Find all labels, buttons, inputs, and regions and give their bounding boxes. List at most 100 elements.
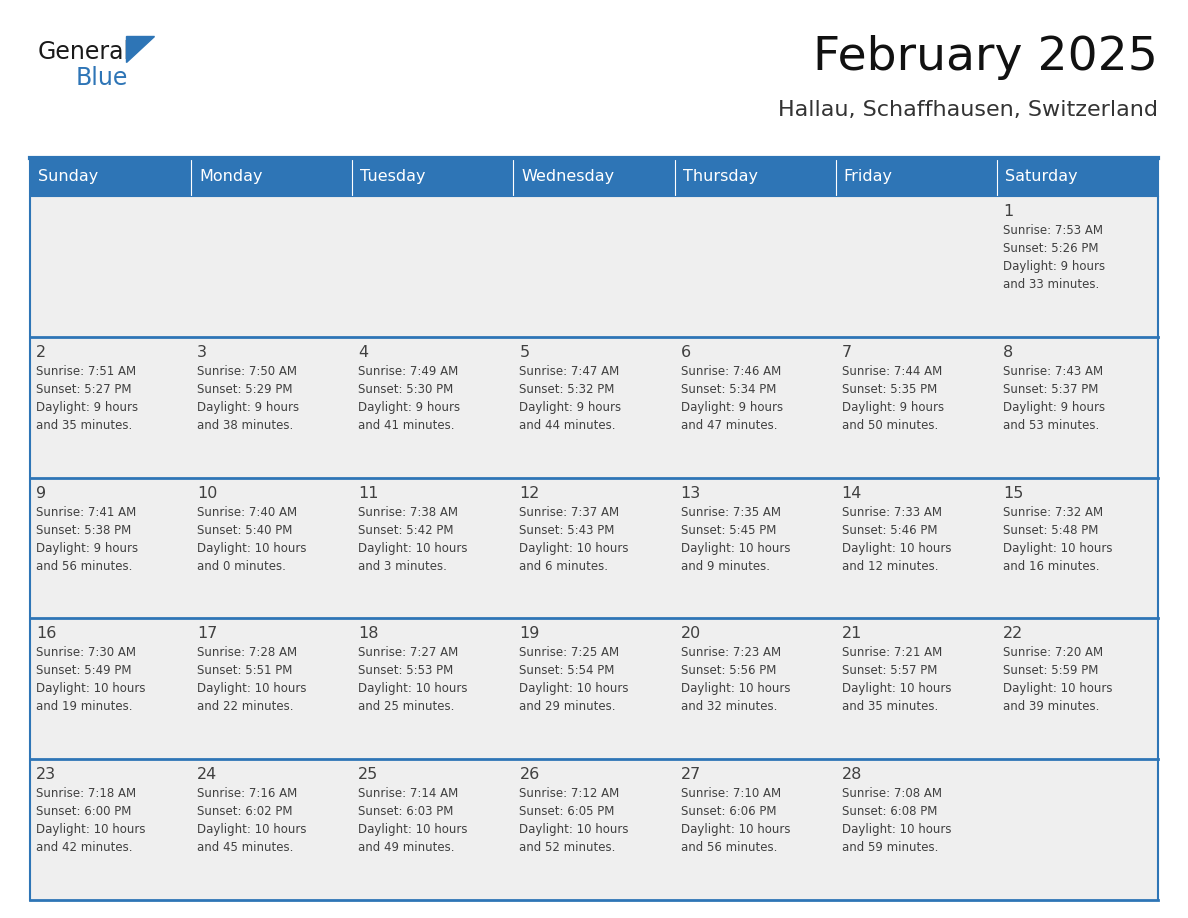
Text: Daylight: 10 hours: Daylight: 10 hours (519, 682, 628, 696)
Text: Sunrise: 7:47 AM: Sunrise: 7:47 AM (519, 364, 620, 378)
Text: 13: 13 (681, 486, 701, 500)
Text: Daylight: 10 hours: Daylight: 10 hours (36, 682, 145, 696)
Text: Daylight: 10 hours: Daylight: 10 hours (681, 542, 790, 554)
Text: Sunrise: 7:14 AM: Sunrise: 7:14 AM (359, 788, 459, 800)
Text: General: General (38, 40, 131, 64)
Text: and 50 minutes.: and 50 minutes. (842, 419, 939, 431)
Text: 22: 22 (1003, 626, 1023, 642)
Text: Monday: Monday (200, 170, 263, 185)
Text: 20: 20 (681, 626, 701, 642)
Text: and 44 minutes.: and 44 minutes. (519, 419, 615, 431)
Text: and 56 minutes.: and 56 minutes. (681, 841, 777, 855)
Bar (513, 158, 675, 196)
Text: 19: 19 (519, 626, 539, 642)
Text: Sunset: 5:51 PM: Sunset: 5:51 PM (197, 665, 292, 677)
Text: Sunset: 6:08 PM: Sunset: 6:08 PM (842, 805, 937, 818)
Text: 23: 23 (36, 767, 56, 782)
Text: Sunset: 5:30 PM: Sunset: 5:30 PM (359, 383, 454, 396)
Text: Daylight: 10 hours: Daylight: 10 hours (1003, 682, 1112, 696)
Text: Daylight: 9 hours: Daylight: 9 hours (681, 401, 783, 414)
Text: Sunrise: 7:28 AM: Sunrise: 7:28 AM (197, 646, 297, 659)
Text: Sunrise: 7:41 AM: Sunrise: 7:41 AM (36, 506, 137, 519)
Text: Sunset: 5:49 PM: Sunset: 5:49 PM (36, 665, 132, 677)
Text: 2: 2 (36, 345, 46, 360)
Text: 9: 9 (36, 486, 46, 500)
Text: Friday: Friday (843, 170, 892, 185)
Text: and 9 minutes.: and 9 minutes. (681, 560, 770, 573)
Text: 10: 10 (197, 486, 217, 500)
Text: Sunday: Sunday (38, 170, 99, 185)
Text: and 12 minutes.: and 12 minutes. (842, 560, 939, 573)
Text: and 6 minutes.: and 6 minutes. (519, 560, 608, 573)
Bar (30, 337, 1158, 477)
Text: Sunset: 5:48 PM: Sunset: 5:48 PM (1003, 523, 1098, 537)
Text: Sunrise: 7:21 AM: Sunrise: 7:21 AM (842, 646, 942, 659)
Text: Daylight: 10 hours: Daylight: 10 hours (519, 542, 628, 554)
Text: and 0 minutes.: and 0 minutes. (197, 560, 286, 573)
Text: Sunset: 5:53 PM: Sunset: 5:53 PM (359, 665, 454, 677)
Text: and 3 minutes.: and 3 minutes. (359, 560, 447, 573)
Text: Hallau, Schaffhausen, Switzerland: Hallau, Schaffhausen, Switzerland (778, 100, 1158, 120)
Bar (997, 158, 1158, 196)
Text: and 49 minutes.: and 49 minutes. (359, 841, 455, 855)
Text: Daylight: 10 hours: Daylight: 10 hours (681, 823, 790, 836)
Text: Sunrise: 7:30 AM: Sunrise: 7:30 AM (36, 646, 135, 659)
Text: Sunset: 6:00 PM: Sunset: 6:00 PM (36, 805, 132, 818)
Text: and 38 minutes.: and 38 minutes. (197, 419, 293, 431)
Bar (30, 477, 1158, 619)
Bar (353, 158, 513, 196)
Polygon shape (126, 36, 154, 62)
Text: Daylight: 9 hours: Daylight: 9 hours (519, 401, 621, 414)
Text: 12: 12 (519, 486, 539, 500)
Text: Sunset: 5:45 PM: Sunset: 5:45 PM (681, 523, 776, 537)
Text: Sunrise: 7:51 AM: Sunrise: 7:51 AM (36, 364, 137, 378)
Text: 16: 16 (36, 626, 56, 642)
Text: Sunrise: 7:25 AM: Sunrise: 7:25 AM (519, 646, 620, 659)
Bar (30, 759, 1158, 900)
Text: Daylight: 9 hours: Daylight: 9 hours (36, 542, 138, 554)
Text: 25: 25 (359, 767, 379, 782)
Text: Sunrise: 7:18 AM: Sunrise: 7:18 AM (36, 788, 137, 800)
Text: Daylight: 10 hours: Daylight: 10 hours (36, 823, 145, 836)
Text: Sunrise: 7:10 AM: Sunrise: 7:10 AM (681, 788, 781, 800)
Text: Sunset: 5:46 PM: Sunset: 5:46 PM (842, 523, 937, 537)
Text: 3: 3 (197, 345, 207, 360)
Text: Sunrise: 7:08 AM: Sunrise: 7:08 AM (842, 788, 942, 800)
Text: Sunset: 6:03 PM: Sunset: 6:03 PM (359, 805, 454, 818)
Text: Daylight: 10 hours: Daylight: 10 hours (842, 542, 952, 554)
Text: 1: 1 (1003, 204, 1013, 219)
Text: 26: 26 (519, 767, 539, 782)
Text: Daylight: 9 hours: Daylight: 9 hours (359, 401, 461, 414)
Text: and 22 minutes.: and 22 minutes. (197, 700, 293, 713)
Bar (835, 158, 997, 196)
Text: Sunset: 6:06 PM: Sunset: 6:06 PM (681, 805, 776, 818)
Text: Daylight: 10 hours: Daylight: 10 hours (197, 542, 307, 554)
Text: 18: 18 (359, 626, 379, 642)
Bar (191, 158, 353, 196)
Text: 5: 5 (519, 345, 530, 360)
Text: Sunrise: 7:49 AM: Sunrise: 7:49 AM (359, 364, 459, 378)
Text: and 56 minutes.: and 56 minutes. (36, 560, 132, 573)
Text: Sunset: 5:42 PM: Sunset: 5:42 PM (359, 523, 454, 537)
Text: and 25 minutes.: and 25 minutes. (359, 700, 455, 713)
Text: Sunset: 6:02 PM: Sunset: 6:02 PM (197, 805, 292, 818)
Text: Sunset: 5:57 PM: Sunset: 5:57 PM (842, 665, 937, 677)
Text: and 52 minutes.: and 52 minutes. (519, 841, 615, 855)
Text: 15: 15 (1003, 486, 1023, 500)
Text: 24: 24 (197, 767, 217, 782)
Text: Sunset: 5:26 PM: Sunset: 5:26 PM (1003, 242, 1099, 255)
Text: Daylight: 10 hours: Daylight: 10 hours (519, 823, 628, 836)
Text: 7: 7 (842, 345, 852, 360)
Text: and 45 minutes.: and 45 minutes. (197, 841, 293, 855)
Text: Daylight: 9 hours: Daylight: 9 hours (197, 401, 299, 414)
Text: Daylight: 10 hours: Daylight: 10 hours (681, 682, 790, 696)
Text: 28: 28 (842, 767, 862, 782)
Text: Sunset: 5:37 PM: Sunset: 5:37 PM (1003, 383, 1098, 396)
Text: Sunset: 5:59 PM: Sunset: 5:59 PM (1003, 665, 1098, 677)
Text: Wednesday: Wednesday (522, 170, 614, 185)
Text: 6: 6 (681, 345, 690, 360)
Text: and 53 minutes.: and 53 minutes. (1003, 419, 1099, 431)
Text: Sunrise: 7:12 AM: Sunrise: 7:12 AM (519, 788, 620, 800)
Text: and 19 minutes.: and 19 minutes. (36, 700, 133, 713)
Text: Sunset: 5:43 PM: Sunset: 5:43 PM (519, 523, 615, 537)
